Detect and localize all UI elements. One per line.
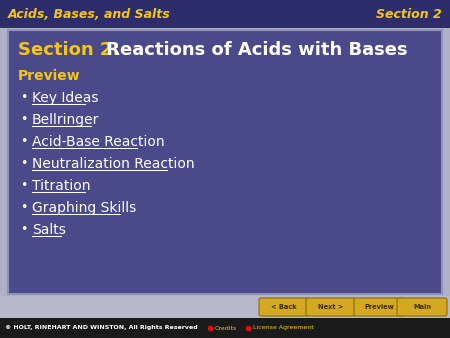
- Text: •: •: [20, 158, 27, 170]
- Text: Graphing Skills: Graphing Skills: [32, 201, 136, 215]
- Text: Neutralization Reaction: Neutralization Reaction: [32, 157, 194, 171]
- Text: Salts: Salts: [32, 223, 66, 237]
- Bar: [0, 296, 450, 318]
- Bar: [0, 318, 450, 338]
- Bar: [0, 0, 450, 28]
- Text: •: •: [20, 92, 27, 104]
- Bar: [8, 30, 442, 294]
- Text: •: •: [20, 114, 27, 126]
- Text: •: •: [20, 136, 27, 148]
- Text: •: •: [20, 201, 27, 215]
- Text: Key Ideas: Key Ideas: [32, 91, 99, 105]
- Text: Reactions of Acids with Bases: Reactions of Acids with Bases: [100, 41, 408, 59]
- Text: Acids, Bases, and Salts: Acids, Bases, and Salts: [8, 7, 171, 21]
- Text: •: •: [20, 223, 27, 237]
- Text: •: •: [20, 179, 27, 193]
- Text: Acid-Base Reaction: Acid-Base Reaction: [32, 135, 165, 149]
- Text: Bellringer: Bellringer: [32, 113, 99, 127]
- Text: Credits: Credits: [215, 325, 237, 331]
- Text: Next >: Next >: [318, 304, 344, 310]
- FancyBboxPatch shape: [354, 298, 404, 316]
- Text: License Agreement: License Agreement: [253, 325, 314, 331]
- FancyBboxPatch shape: [397, 298, 447, 316]
- Text: Section 2: Section 2: [376, 7, 442, 21]
- Text: Preview: Preview: [18, 69, 81, 83]
- Text: Preview: Preview: [364, 304, 394, 310]
- FancyBboxPatch shape: [259, 298, 309, 316]
- Text: < Back: < Back: [271, 304, 297, 310]
- Text: Titration: Titration: [32, 179, 90, 193]
- Text: Section 2:: Section 2:: [18, 41, 120, 59]
- Text: © HOLT, RINEHART AND WINSTON, All Rights Reserved: © HOLT, RINEHART AND WINSTON, All Rights…: [5, 325, 198, 331]
- FancyBboxPatch shape: [306, 298, 356, 316]
- Text: Main: Main: [413, 304, 431, 310]
